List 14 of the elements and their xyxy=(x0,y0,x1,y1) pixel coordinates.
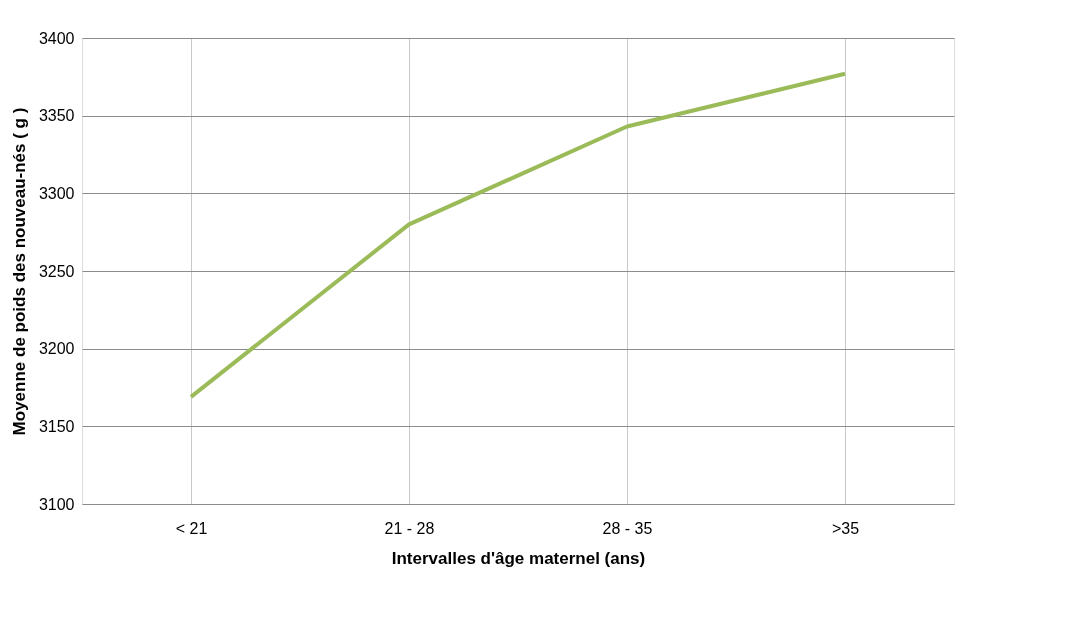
x-tick-label: 21 - 28 xyxy=(384,519,435,537)
y-tick-label: 3400 xyxy=(38,29,75,47)
y-tick-label: 3300 xyxy=(38,184,75,202)
line-series xyxy=(189,71,847,399)
y-tick-label: 3100 xyxy=(38,495,75,513)
x-axis-title: Intervalles d'âge maternel (ans) xyxy=(391,548,646,568)
x-tick-label: >35 xyxy=(831,519,860,537)
x-tick-label: 28 - 35 xyxy=(602,519,653,537)
y-tick-label: 3200 xyxy=(38,340,75,358)
y-axis-title: Moyenne de poids des nouveau-nés ( g ) xyxy=(9,107,29,436)
y-tick-label: 3150 xyxy=(38,417,75,435)
x-tick-label: < 21 xyxy=(175,519,208,537)
y-tick-label: 3250 xyxy=(38,262,75,280)
y-tick-label: 3350 xyxy=(38,107,75,125)
